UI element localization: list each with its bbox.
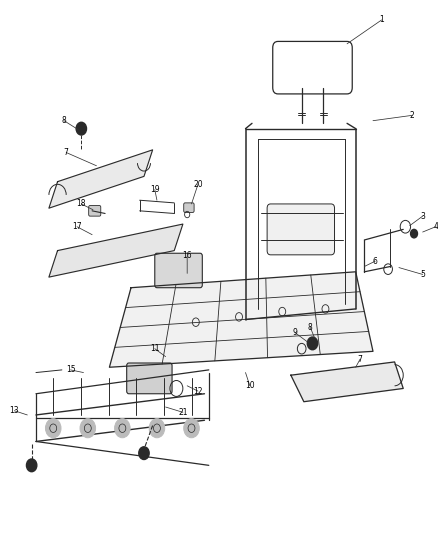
FancyBboxPatch shape bbox=[155, 253, 202, 288]
Circle shape bbox=[307, 337, 317, 350]
Polygon shape bbox=[49, 224, 183, 277]
FancyBboxPatch shape bbox=[88, 206, 101, 216]
Text: 8: 8 bbox=[307, 323, 312, 332]
Text: 7: 7 bbox=[357, 355, 362, 364]
FancyBboxPatch shape bbox=[184, 203, 194, 213]
Text: 12: 12 bbox=[193, 386, 202, 395]
Text: 4: 4 bbox=[432, 222, 437, 231]
Text: 10: 10 bbox=[244, 381, 254, 390]
Text: 8: 8 bbox=[61, 116, 66, 125]
FancyBboxPatch shape bbox=[127, 363, 172, 394]
FancyBboxPatch shape bbox=[266, 204, 334, 255]
Text: 17: 17 bbox=[72, 222, 81, 231]
Circle shape bbox=[114, 419, 130, 438]
Circle shape bbox=[80, 419, 95, 438]
Text: 2: 2 bbox=[409, 111, 413, 120]
Text: 1: 1 bbox=[378, 15, 383, 25]
Circle shape bbox=[26, 459, 37, 472]
Circle shape bbox=[76, 122, 86, 135]
Polygon shape bbox=[49, 150, 152, 208]
Text: 13: 13 bbox=[10, 406, 19, 415]
Circle shape bbox=[184, 419, 199, 438]
Text: 18: 18 bbox=[76, 199, 86, 208]
Polygon shape bbox=[290, 362, 403, 402]
Text: 16: 16 bbox=[182, 252, 191, 261]
Text: 15: 15 bbox=[66, 366, 75, 374]
Polygon shape bbox=[109, 272, 372, 367]
Circle shape bbox=[138, 447, 149, 459]
Circle shape bbox=[410, 229, 417, 238]
Text: 9: 9 bbox=[292, 328, 297, 337]
Text: 11: 11 bbox=[150, 344, 159, 353]
Text: 5: 5 bbox=[419, 270, 424, 279]
Text: 3: 3 bbox=[419, 212, 424, 221]
Text: 20: 20 bbox=[193, 180, 202, 189]
Text: 6: 6 bbox=[372, 257, 377, 265]
Text: 19: 19 bbox=[150, 185, 159, 194]
Circle shape bbox=[149, 419, 164, 438]
Text: 7: 7 bbox=[64, 148, 68, 157]
Circle shape bbox=[46, 419, 61, 438]
FancyBboxPatch shape bbox=[272, 42, 351, 94]
Text: 21: 21 bbox=[178, 408, 187, 417]
